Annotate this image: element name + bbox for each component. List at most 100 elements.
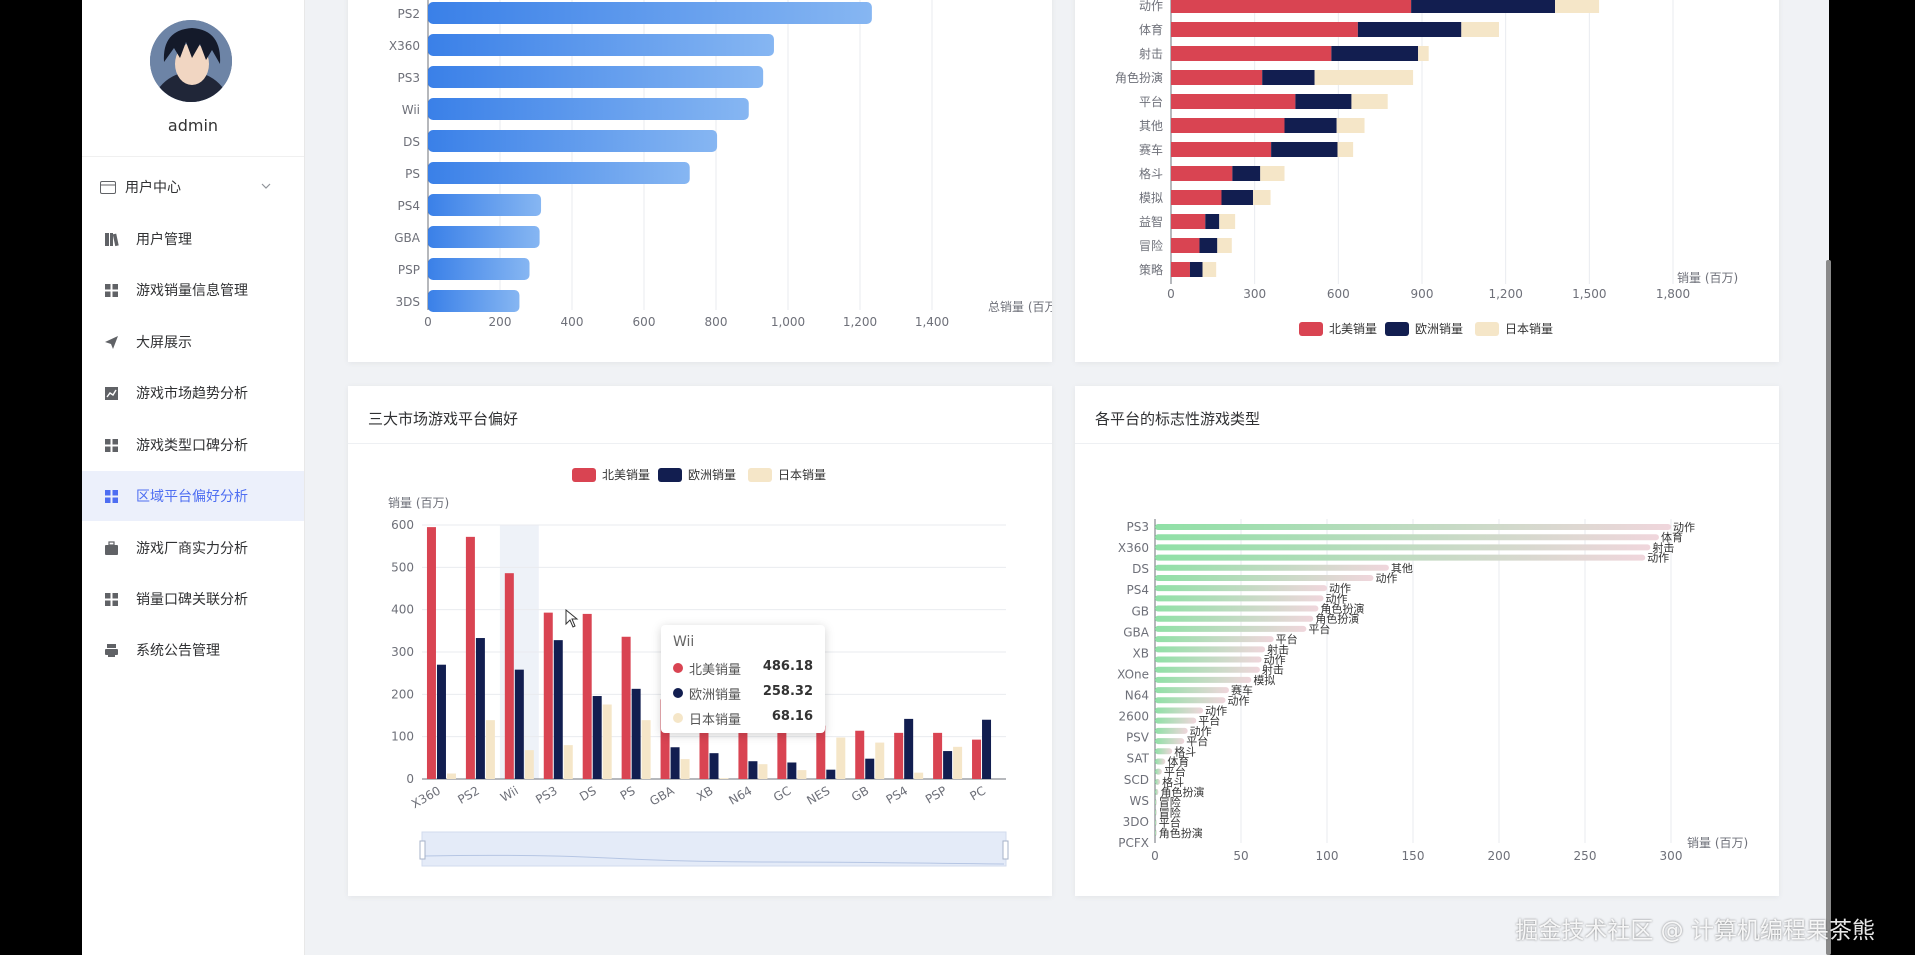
data-label: 模拟: [1253, 673, 1275, 687]
data-label: 动作: [1264, 654, 1286, 667]
bar: [428, 290, 520, 312]
tooltip-series-name: 日本销量: [689, 713, 742, 728]
sidebar-item-market-trend[interactable]: 游戏市场趋势分析: [82, 368, 304, 418]
legend-label: 欧洲销量: [1415, 322, 1463, 336]
menu-group-user-center[interactable]: 用户中心: [82, 168, 304, 206]
tooltip-row: 欧洲销量 258.32: [673, 683, 813, 703]
y-tick-label: 模拟: [1139, 191, 1163, 205]
bar: [1155, 595, 1324, 602]
scrollbar-thumb[interactable]: [1826, 260, 1831, 955]
x-tick-label: NES: [804, 783, 832, 807]
sidebar-item-label: 销量口碑关联分析: [136, 592, 248, 608]
y-tick-label: 0: [406, 772, 414, 786]
y-tick-label: PCFX: [1118, 836, 1149, 850]
sidebar-item-sales-info[interactable]: 游戏销量信息管理: [82, 265, 304, 315]
bar: [553, 640, 563, 779]
bar: [428, 2, 872, 24]
data-label: 平台: [1276, 632, 1298, 646]
bar: [428, 66, 764, 88]
data-label: 角色扮演: [1159, 826, 1203, 840]
bar: [797, 770, 807, 779]
tooltip-series-value: 486.18: [762, 659, 813, 674]
bar: [485, 720, 495, 779]
grid-icon: [105, 438, 118, 452]
axis-title: 销量 (百万): [388, 496, 449, 510]
data-label: 其他: [1391, 562, 1413, 575]
stacked-bar-segment: [1336, 118, 1365, 133]
bar: [1155, 707, 1204, 714]
legend-label: 日本销量: [778, 468, 826, 482]
y-tick-label: XB: [1133, 646, 1149, 660]
sidebar-item-genre-reputation[interactable]: 游戏类型口碑分析: [82, 420, 304, 470]
sidebar-item-sales-reputation[interactable]: 销量口碑关联分析: [82, 574, 304, 624]
bar: [1155, 574, 1374, 581]
bar: [680, 759, 690, 779]
x-tick-label: 250: [1574, 849, 1597, 863]
bar: [1155, 809, 1157, 816]
y-tick-label: N64: [1125, 689, 1149, 703]
sidebar-item-user-management[interactable]: 用户管理: [82, 214, 304, 264]
bar: [826, 769, 836, 779]
chevron-down-icon[interactable]: [258, 178, 274, 194]
panel-title: 各平台的标志性游戏类型: [1095, 410, 1261, 428]
y-tick-label: PS2: [398, 7, 421, 21]
bar: [1155, 789, 1159, 796]
bar: [982, 719, 992, 779]
bar: [777, 722, 787, 779]
bar: [1155, 748, 1173, 755]
data-label: 平台: [1186, 734, 1208, 748]
y-tick-label: 400: [391, 603, 414, 617]
legend-swatch: [658, 468, 682, 482]
legend-label: 北美销量: [1329, 322, 1377, 336]
y-tick-label: Wii: [402, 103, 420, 117]
bar: [748, 761, 758, 779]
y-tick-label: 射击: [1139, 46, 1163, 61]
stacked-bar-segment: [1202, 262, 1217, 277]
x-tick-label: GB: [849, 783, 871, 804]
bar: [514, 669, 524, 779]
x-tick-label: PS3: [533, 783, 559, 806]
stacked-bar-segment: [1171, 142, 1272, 157]
data-label: 动作: [1205, 704, 1227, 717]
stacked-bar-segment: [1331, 46, 1419, 61]
sidebar-item-label: 游戏类型口碑分析: [136, 438, 248, 454]
y-tick-label: 500: [391, 560, 414, 574]
x-tick-label: 300: [1660, 849, 1683, 863]
data-label: 平台: [1198, 714, 1220, 728]
sidebar-item-label: 游戏销量信息管理: [136, 283, 248, 299]
stacked-bar-segment: [1171, 262, 1190, 277]
tooltip-title: Wii: [673, 634, 695, 650]
sidebar-item-label: 游戏厂商实力分析: [136, 541, 248, 557]
y-tick-label: 300: [391, 645, 414, 659]
panel-platform-signature-genre: 各平台的标志性游戏类型 0 50 100 150 200 250 300 动作 体育 射击 动作 其他…: [1075, 386, 1779, 896]
bar: [1155, 738, 1185, 745]
stacked-bar-segment: [1171, 70, 1263, 85]
x-tick-label: PSP: [923, 783, 949, 806]
chart-platform-total-sales: 0 200 400 600 800 1,000 1,200 1,400 PS2 X360 PS3 Wi…: [389, 0, 1061, 329]
data-label: 角色扮演: [1315, 612, 1359, 626]
y-tick-label: 平台: [1139, 94, 1163, 109]
avatar[interactable]: [150, 20, 232, 102]
bar: [904, 718, 914, 779]
sidebar-item-big-screen[interactable]: 大屏展示: [82, 317, 304, 367]
stacked-bar-segment: [1357, 22, 1462, 37]
bar: [1155, 778, 1161, 785]
x-tick-label: 600: [633, 315, 656, 329]
stacked-bar-segment: [1171, 22, 1358, 37]
x-tick-label: PS: [618, 783, 638, 803]
bar: [660, 699, 670, 779]
credit-card-icon: [100, 180, 116, 194]
bar: [709, 753, 719, 779]
bar: [1155, 768, 1162, 775]
sidebar-item-publisher-strength[interactable]: 游戏厂商实力分析: [82, 523, 304, 573]
stacked-bar-segment: [1271, 142, 1338, 157]
y-tick-label: 动作: [1139, 0, 1163, 13]
x-tick-label: 400: [561, 315, 584, 329]
sidebar-item-announcements[interactable]: 系统公告管理: [82, 625, 304, 675]
tooltip-series-value: 68.16: [771, 709, 813, 724]
bar: [1155, 687, 1229, 694]
y-tick-label: 冒险: [1139, 238, 1163, 253]
sidebar-item-region-platform[interactable]: 区域平台偏好分析: [82, 471, 304, 521]
data-label: 角色扮演: [1160, 785, 1204, 799]
stacked-bar-segment: [1260, 166, 1285, 181]
